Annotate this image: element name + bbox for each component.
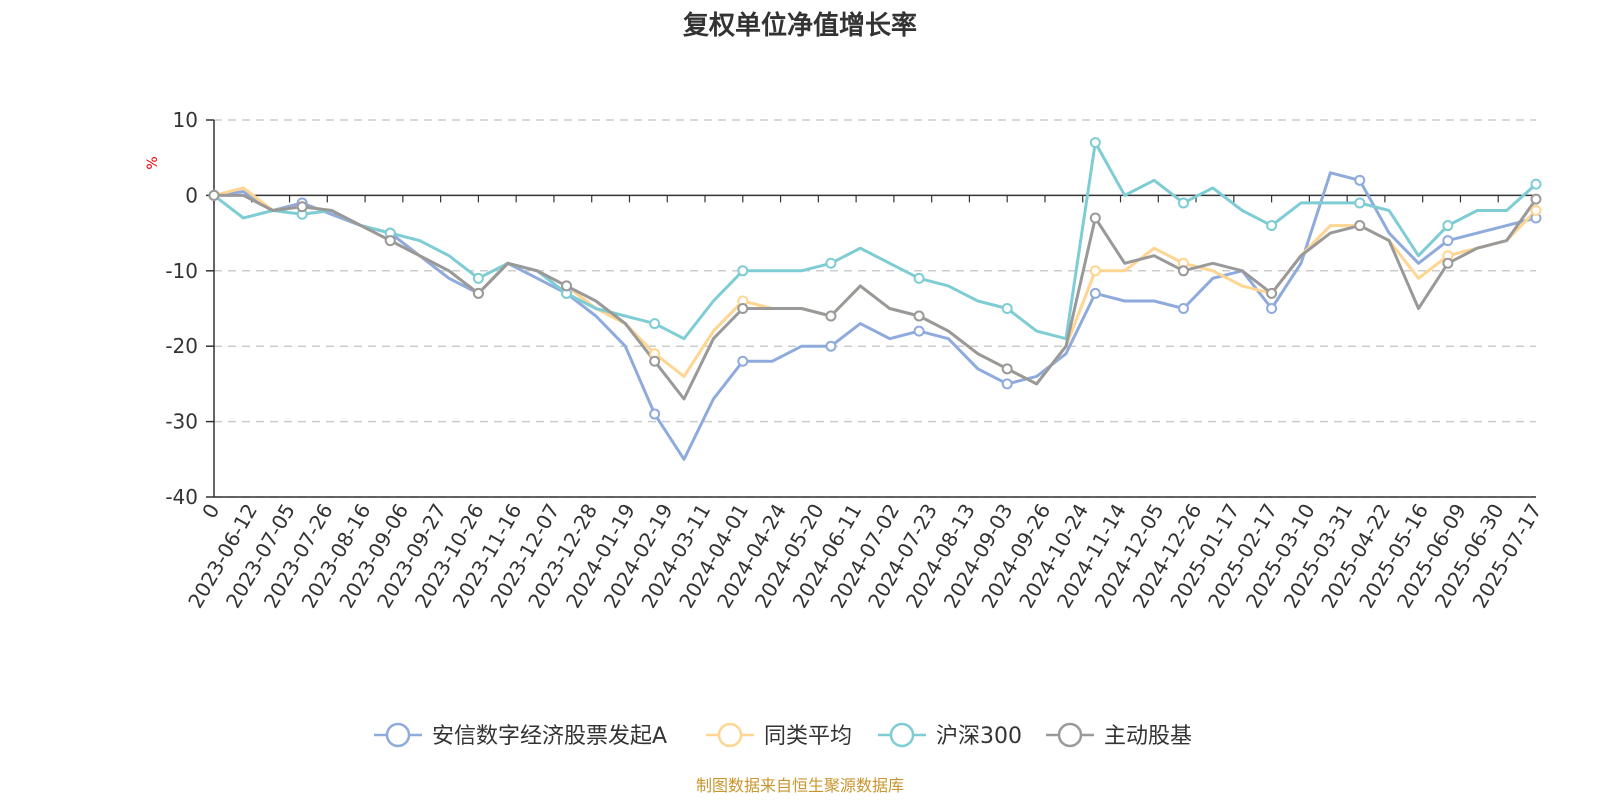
data-point bbox=[1089, 287, 1101, 299]
data-point bbox=[1442, 257, 1454, 269]
data-point bbox=[1354, 174, 1366, 186]
data-point bbox=[472, 272, 484, 284]
data-point bbox=[1530, 193, 1542, 205]
data-point bbox=[737, 303, 749, 314]
series-line-3 bbox=[214, 193, 1538, 401]
data-point bbox=[1266, 303, 1278, 314]
grid-lines bbox=[214, 119, 1536, 498]
data-point bbox=[825, 310, 837, 322]
series-line-0 bbox=[213, 171, 1537, 461]
data-point bbox=[1089, 265, 1101, 277]
series-line-2 bbox=[213, 141, 1538, 341]
legend-label: 安信数字经济股票发起A bbox=[432, 724, 667, 749]
data-point bbox=[737, 355, 749, 367]
data-point bbox=[737, 265, 749, 277]
data-point bbox=[1354, 220, 1366, 232]
legend-circle-icon bbox=[889, 722, 915, 748]
data-point bbox=[1177, 265, 1189, 277]
series-lines bbox=[213, 141, 1538, 461]
legend-item-0[interactable]: 安信数字经济股票发起A bbox=[374, 722, 667, 749]
data-point bbox=[1089, 212, 1101, 224]
data-point bbox=[1530, 204, 1542, 216]
legend-item-2[interactable]: 沪深300 bbox=[878, 722, 1022, 749]
series-markers bbox=[208, 137, 1542, 420]
legend[interactable]: 安信数字经济股票发起A 同类平均 沪深300 主动股基 bbox=[374, 722, 1192, 749]
data-point bbox=[1089, 137, 1101, 149]
data-point bbox=[1354, 197, 1366, 209]
data-point bbox=[296, 201, 308, 213]
data-point bbox=[1177, 197, 1189, 209]
data-point bbox=[1266, 220, 1278, 232]
data-point bbox=[913, 310, 925, 322]
x-tick-label: 0 bbox=[197, 500, 224, 523]
data-point bbox=[472, 287, 484, 299]
legend-circle-icon bbox=[717, 722, 743, 748]
y-tick-label: -20 bbox=[165, 334, 198, 358]
data-point bbox=[1001, 303, 1013, 314]
y-tick-label: -10 bbox=[165, 259, 198, 283]
legend-label: 沪深300 bbox=[936, 724, 1022, 749]
data-point bbox=[913, 272, 925, 284]
data-point bbox=[825, 340, 837, 352]
data-point bbox=[561, 280, 573, 292]
legend-label: 主动股基 bbox=[1104, 724, 1192, 749]
data-point bbox=[1442, 235, 1454, 247]
data-point bbox=[649, 355, 661, 367]
data-point bbox=[1442, 220, 1454, 232]
y-tick-label: 10 bbox=[173, 108, 198, 132]
axes: 100-10-20-30-4002023-06-122023-07-052023… bbox=[165, 108, 1546, 612]
data-source-note: 制图数据来自恒生聚源数据库 bbox=[696, 776, 904, 795]
data-point bbox=[208, 189, 220, 201]
data-point bbox=[1001, 363, 1013, 375]
data-point bbox=[1001, 378, 1013, 390]
legend-circle-icon bbox=[385, 722, 411, 748]
legend-item-1[interactable]: 同类平均 bbox=[706, 722, 852, 749]
data-point bbox=[1177, 303, 1189, 314]
data-point bbox=[384, 235, 396, 247]
legend-circle-icon bbox=[1057, 722, 1083, 748]
data-point bbox=[1266, 287, 1278, 299]
y-tick-label: -30 bbox=[165, 410, 198, 434]
data-point bbox=[1530, 178, 1542, 190]
legend-item-3[interactable]: 主动股基 bbox=[1046, 722, 1192, 749]
chart-title: 复权单位净值增长率 bbox=[683, 10, 917, 41]
data-point bbox=[649, 318, 661, 330]
y-tick-label: 0 bbox=[185, 183, 198, 207]
series-line-1 bbox=[213, 186, 1538, 386]
legend-label: 同类平均 bbox=[764, 724, 852, 749]
data-point bbox=[825, 257, 837, 269]
y-axis-unit: % bbox=[145, 156, 161, 169]
data-point bbox=[913, 325, 925, 337]
y-tick-label: -40 bbox=[165, 485, 198, 509]
data-point bbox=[649, 408, 661, 420]
